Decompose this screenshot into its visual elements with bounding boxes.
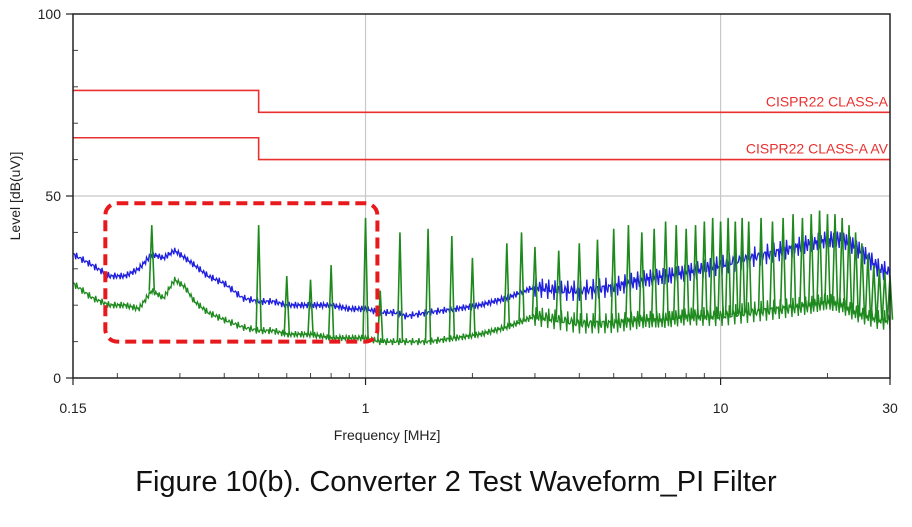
x-tick-label: 1 <box>362 400 370 416</box>
harmonic-spike <box>503 243 511 328</box>
x-tick-label: 0.15 <box>59 400 86 416</box>
y-tick-label: 50 <box>45 188 61 204</box>
harmonic-spike <box>638 232 646 320</box>
limit-label: CISPR22 CLASS-A <box>766 93 889 109</box>
harmonic-spike <box>610 228 618 324</box>
harmonic-spike <box>625 225 632 322</box>
harmonic-spike <box>396 232 404 342</box>
harmonic-spike <box>469 257 476 336</box>
y-tick-label: 0 <box>53 370 61 386</box>
harmonic-spike <box>852 232 859 313</box>
harmonic-spike <box>799 217 806 307</box>
peak-trace <box>72 231 891 320</box>
harmonic-spike <box>816 210 823 304</box>
harmonic-spike <box>876 268 883 320</box>
x-tick-label: 10 <box>713 400 729 416</box>
harmonic-spike <box>824 214 831 302</box>
x-axis-label: Frequency [MHz] <box>334 427 441 443</box>
harmonic-spike <box>148 225 156 291</box>
emi-spectrum-chart: CISPR22 CLASS-A CISPR22 CLASS-A AV 0.15 1 1… <box>7 6 898 443</box>
harmonic-spike <box>682 228 690 317</box>
harmonic-spike <box>717 221 724 317</box>
harmonic-spike <box>858 243 866 315</box>
harmonic-spike <box>283 276 291 335</box>
limit-line <box>73 136 890 161</box>
harmonic-spike <box>594 239 601 324</box>
harmonic-spike <box>870 265 878 319</box>
harmonic-spike <box>255 225 262 331</box>
x-axis: 0.15 1 10 30 <box>59 378 898 416</box>
harmonic-spike <box>838 217 846 306</box>
x-tick-label: 30 <box>882 400 898 416</box>
harmonic-spike <box>424 228 432 342</box>
harmonic-spike <box>864 254 872 317</box>
limit-lines: CISPR22 CLASS-A CISPR22 CLASS-A AV <box>73 89 890 161</box>
limit-line <box>73 89 890 114</box>
harmonic-spike <box>845 225 853 309</box>
harmonic-spike <box>518 232 525 322</box>
harmonic-spike <box>555 250 563 320</box>
harmonic-spike <box>672 225 680 318</box>
y-axis-label: Level [dB(uV)] <box>7 152 23 241</box>
harmonic-spike <box>779 217 787 309</box>
harmonic-spike <box>576 243 583 324</box>
grid <box>73 14 890 378</box>
highlight-box <box>103 201 380 344</box>
harmonic-spike <box>738 217 746 314</box>
harmonic-spike <box>531 246 539 317</box>
harmonic-spike <box>757 217 765 312</box>
harmonic-spike <box>692 225 699 317</box>
harmonic-spike <box>327 265 335 338</box>
harmonic-spike <box>745 221 753 313</box>
harmonic-spike <box>701 221 708 317</box>
harmonic-spike <box>807 214 815 306</box>
harmonic-spike <box>831 214 839 304</box>
data-traces <box>72 210 894 346</box>
harmonic-spike <box>307 279 314 335</box>
harmonic-spike <box>362 217 369 338</box>
harmonic-spike <box>448 236 456 339</box>
harmonic-spike <box>789 214 797 308</box>
figure-caption: Figure 10(b). Converter 2 Test Waveform_… <box>135 466 777 498</box>
harmonic-spike <box>731 221 739 315</box>
y-tick-label: 100 <box>38 6 62 22</box>
minor-ticks <box>73 49 828 378</box>
y-axis: 0 50 100 <box>38 6 73 386</box>
limit-label: CISPR22 CLASS-A AV <box>746 141 889 157</box>
harmonic-spike <box>769 221 776 310</box>
harmonic-spike <box>724 217 732 316</box>
average-trace <box>72 276 891 346</box>
harmonic-spike <box>650 228 658 320</box>
harmonic-spike <box>709 217 716 317</box>
harmonic-spike <box>662 221 669 320</box>
highlight-region <box>103 201 380 344</box>
harmonic-spike <box>881 272 889 320</box>
